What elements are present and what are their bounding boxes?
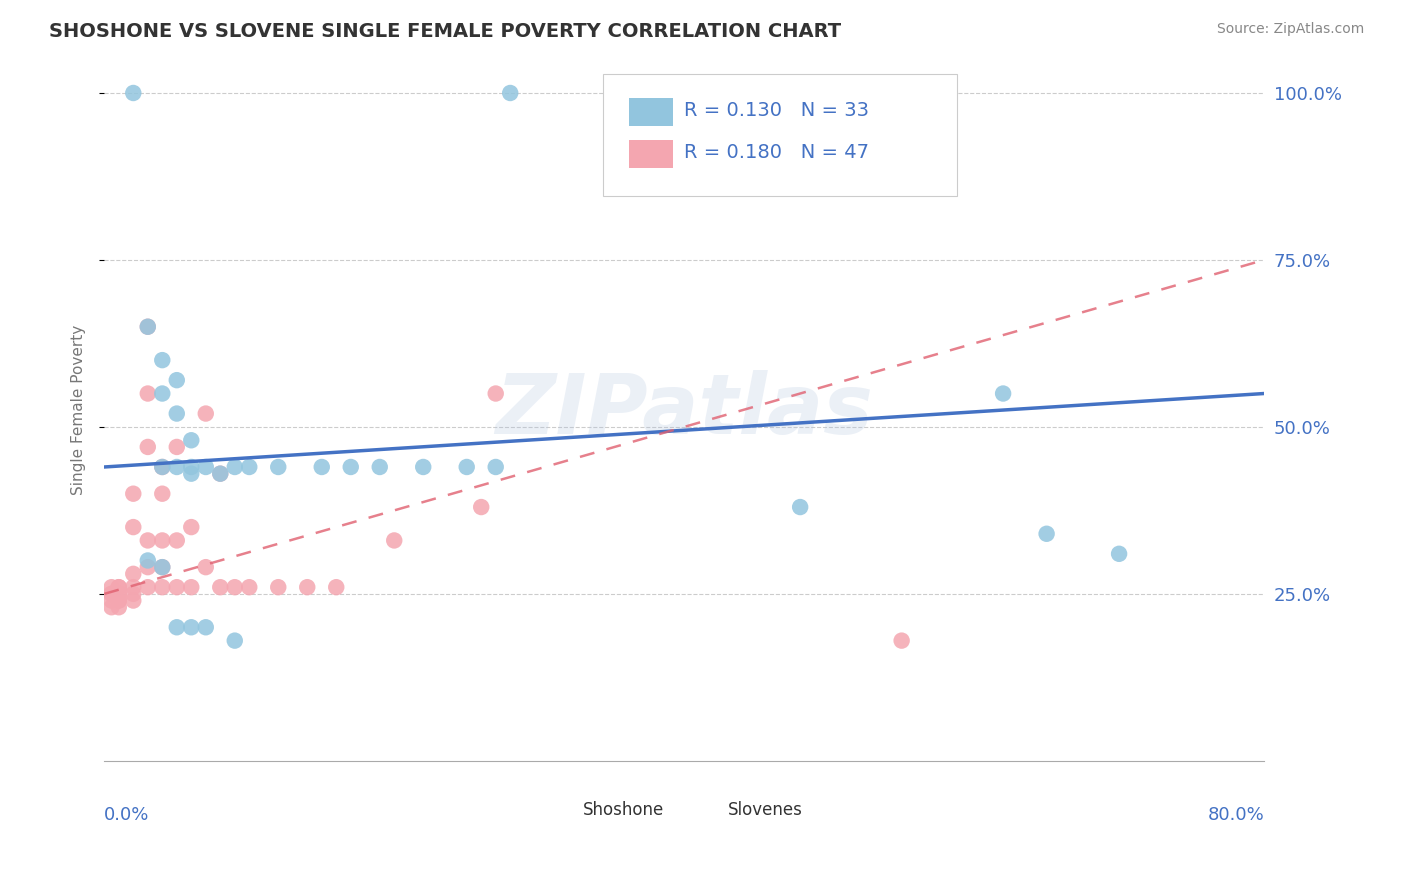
Point	[209, 467, 232, 481]
Text: Slovenes: Slovenes	[728, 801, 803, 819]
Point	[991, 386, 1014, 401]
Point	[180, 580, 202, 594]
Text: R = 0.130   N = 33: R = 0.130 N = 33	[685, 102, 869, 120]
Point	[194, 460, 217, 475]
Point	[107, 587, 129, 601]
Point	[297, 580, 319, 594]
Point	[485, 460, 508, 475]
Y-axis label: Single Female Poverty: Single Female Poverty	[72, 325, 86, 495]
Point	[136, 319, 159, 334]
Point	[150, 460, 173, 475]
Text: 0.0%: 0.0%	[104, 806, 149, 824]
Point	[150, 486, 173, 500]
Point	[890, 633, 912, 648]
Point	[150, 560, 173, 574]
Point	[150, 386, 173, 401]
Point	[470, 500, 492, 514]
Point	[499, 86, 522, 100]
Point	[194, 407, 217, 421]
Point	[166, 580, 188, 594]
Point	[339, 460, 361, 475]
Point	[136, 553, 159, 567]
Point	[122, 587, 145, 601]
Point	[136, 440, 159, 454]
Point	[180, 467, 202, 481]
Point	[107, 580, 129, 594]
Point	[209, 580, 232, 594]
Text: ZIPatlas: ZIPatlas	[495, 369, 873, 450]
Point	[412, 460, 434, 475]
Point	[150, 460, 173, 475]
Point	[150, 353, 173, 368]
Point	[238, 460, 260, 475]
Point	[194, 560, 217, 574]
Point	[368, 460, 391, 475]
Point	[267, 580, 290, 594]
Point	[122, 486, 145, 500]
Point	[166, 373, 188, 387]
Point	[107, 587, 129, 601]
Point	[100, 587, 122, 601]
Text: Shoshone: Shoshone	[583, 801, 665, 819]
Point	[180, 620, 202, 634]
Point	[100, 600, 122, 615]
Point	[209, 467, 232, 481]
Point	[1035, 526, 1057, 541]
Point	[107, 580, 129, 594]
Point	[485, 386, 508, 401]
Point	[122, 580, 145, 594]
Point	[238, 580, 260, 594]
Point	[100, 593, 122, 607]
Point	[166, 460, 188, 475]
FancyBboxPatch shape	[628, 98, 672, 126]
Point	[166, 407, 188, 421]
Text: 80.0%: 80.0%	[1208, 806, 1264, 824]
Point	[107, 600, 129, 615]
Point	[194, 620, 217, 634]
Point	[224, 460, 246, 475]
Point	[122, 593, 145, 607]
Point	[100, 580, 122, 594]
Point	[136, 386, 159, 401]
Point	[1108, 547, 1130, 561]
Point	[136, 580, 159, 594]
Point	[107, 593, 129, 607]
Point	[150, 533, 173, 548]
Point	[122, 86, 145, 100]
Point	[456, 460, 478, 475]
Point	[224, 580, 246, 594]
Point	[122, 566, 145, 581]
Point	[382, 533, 405, 548]
FancyBboxPatch shape	[603, 74, 956, 196]
Point	[180, 434, 202, 448]
FancyBboxPatch shape	[551, 803, 576, 818]
Point	[166, 440, 188, 454]
Point	[107, 593, 129, 607]
Point	[122, 520, 145, 534]
Point	[150, 560, 173, 574]
Point	[166, 620, 188, 634]
Point	[136, 533, 159, 548]
Point	[180, 520, 202, 534]
Point	[267, 460, 290, 475]
Point	[100, 587, 122, 601]
Point	[166, 533, 188, 548]
Point	[180, 460, 202, 475]
FancyBboxPatch shape	[696, 803, 721, 818]
Point	[136, 319, 159, 334]
Text: Source: ZipAtlas.com: Source: ZipAtlas.com	[1216, 22, 1364, 37]
Point	[150, 580, 173, 594]
Point	[136, 560, 159, 574]
Text: SHOSHONE VS SLOVENE SINGLE FEMALE POVERTY CORRELATION CHART: SHOSHONE VS SLOVENE SINGLE FEMALE POVERT…	[49, 22, 841, 41]
Point	[224, 633, 246, 648]
FancyBboxPatch shape	[628, 140, 672, 169]
Point	[325, 580, 347, 594]
Text: R = 0.180   N = 47: R = 0.180 N = 47	[685, 144, 869, 162]
Point	[311, 460, 333, 475]
Point	[789, 500, 811, 514]
